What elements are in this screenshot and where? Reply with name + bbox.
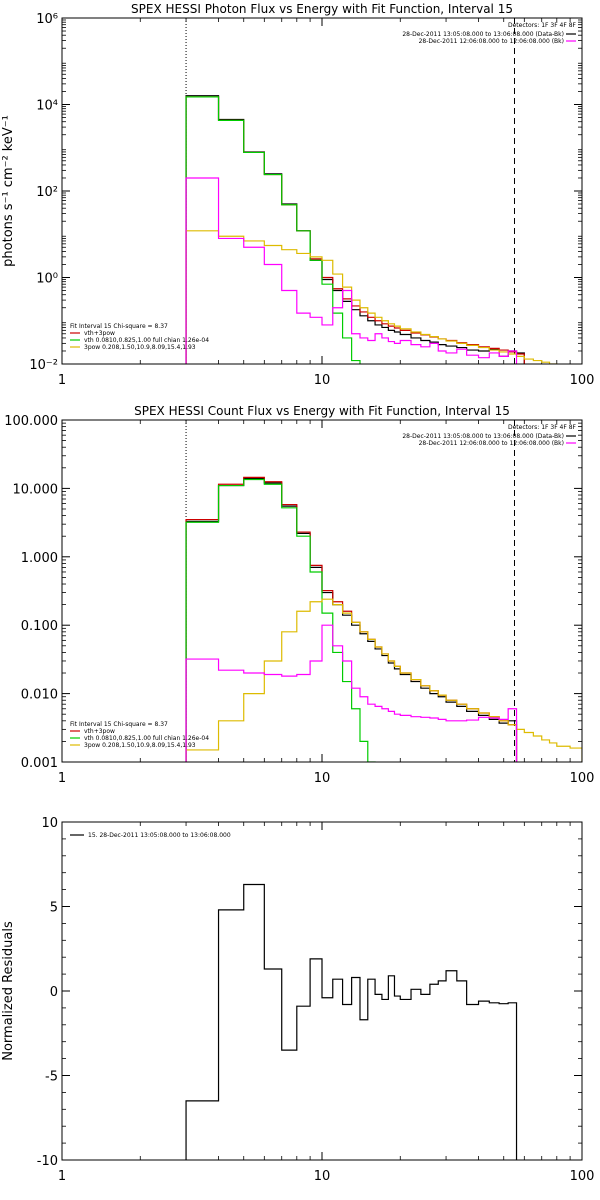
legend-bottom-label: 3pow 0.208,1.50,10.9,8.09,15.4,1.93 [84,742,196,749]
y-axis-label: photons s⁻¹ cm⁻² keV⁻¹ [1,115,16,267]
series-0-line [185,883,518,1160]
detectors-text: Detectors: 1F 3F 4F 8F [508,424,577,431]
series-2-line [185,478,376,762]
y-axis-label: Normalized Residuals [1,921,16,1061]
y-tick-label: 10⁶ [36,12,58,27]
y-tick-label: 100.000 [4,414,58,429]
series-group [185,476,582,762]
residuals-panel: Normalized Residuals 1 10 100 -10 -5 0 5 10 15. 2… [1,816,594,1184]
x-tick-label: 100 [570,1169,595,1184]
y-tick-label: 10⁴ [36,99,58,114]
plot-frame [61,17,583,365]
legend-bottom-label: vth 0.0810,0.825,1.00 full chian 1.26e-0… [84,337,209,344]
y-tick-label: 10 [41,816,58,831]
series-4-line [185,177,518,364]
y-tick-label: 0.100 [21,619,58,634]
x-tick-label: 10 [314,373,331,388]
legend-bottom-label: vth+3pow [84,728,115,735]
legend-bottom-label: 3pow 0.208,1.50,10.9,8.09,15.4,1.93 [84,344,196,351]
y-tick-label: -10 [37,1154,58,1169]
x-tick-label: 1 [58,771,66,786]
x-tick-label: 100 [570,373,595,388]
plot-frame [61,821,583,1161]
legend-bottom-label: vth 0.0810,0.825,1.00 full chian 1.26e-0… [84,735,209,742]
fit-text: Fit Interval 15 Chi-square = 8.37 [70,323,168,330]
series-3-line [185,598,582,762]
y-tick-label: 1.000 [21,551,58,566]
count-flux-panel: SPEX HESSI Count Flux vs Energy with Fit… [4,404,594,786]
x-tick-label: 100 [570,771,595,786]
legend-top-label: 28-Dec-2011 12:06:08.000 to 12:06:08.000… [419,38,564,45]
photon-flux-panel: SPEX HESSI Photon Flux vs Energy with Fi… [1,2,594,388]
y-tick-label: 10² [36,185,58,200]
legend-top-label: 28-Dec-2011 13:05:08.000 to 13:06:08.000… [402,433,564,440]
x-tick-label: 10 [314,1169,331,1184]
y-tick-label: 0.001 [21,756,58,771]
series-1-line [185,96,525,364]
series-2-line [185,96,361,364]
series-group [185,95,558,364]
series-3-line [185,230,558,364]
x-tick-label: 1 [58,1169,66,1184]
x-tick-label: 1 [58,373,66,388]
legend-top-label: 28-Dec-2011 13:05:08.000 to 13:06:08.000… [402,31,564,38]
y-tick-label: -5 [45,1070,58,1085]
y-tick-label: 5 [50,901,58,916]
series-0-line [185,95,525,364]
y-tick-label: 10⁰ [36,272,58,287]
detectors-text: Detectors: 1F 3F 4F 8F [508,22,577,29]
legend-top-label: 28-Dec-2011 12:06:08.000 to 12:06:08.000… [419,440,564,447]
legend-bottom-label: vth+3pow [84,330,115,337]
x-tick-label: 10 [314,771,331,786]
fit-text: Fit Interval 15 Chi-square = 8.37 [70,721,168,728]
series-0-line [185,477,518,762]
chart-title: SPEX HESSI Photon Flux vs Energy with Fi… [131,2,513,16]
y-tick-label: 10.000 [13,482,59,497]
y-tick-label: 0 [50,985,58,1000]
plot-frame [61,419,583,763]
y-tick-label: 10⁻² [29,358,58,373]
y-tick-label: 0.010 [21,688,58,703]
legend-label: 15. 28-Dec-2011 13:05:08.000 to 13:06:08… [88,832,231,839]
chart-title: SPEX HESSI Count Flux vs Energy with Fit… [134,404,510,418]
series-4-line [185,624,518,762]
series-group [185,883,518,1160]
